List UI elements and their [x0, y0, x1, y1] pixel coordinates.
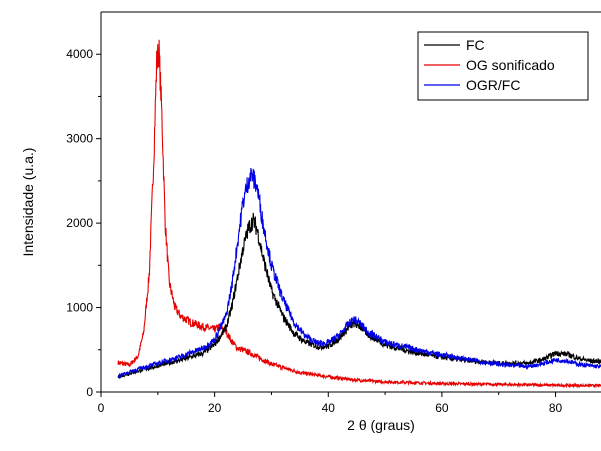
- legend: FC OG sonificado OGR/FC: [417, 31, 589, 101]
- legend-label-og-sonificado: OG sonificado: [466, 57, 555, 73]
- x-axis-title: 2 θ (graus): [347, 417, 415, 433]
- x-tick-label: 80: [549, 401, 563, 415]
- y-tick-label: 4000: [66, 47, 93, 61]
- series-line-ogr-fc: [117, 167, 601, 379]
- y-tick-label: 3000: [66, 132, 93, 146]
- series-layer: [117, 39, 601, 389]
- x-tick-label: 0: [98, 401, 105, 415]
- y-axis-title: Intensidade (u.a.): [20, 148, 36, 257]
- legend-box: [417, 31, 589, 101]
- x-tick-label: 40: [322, 401, 336, 415]
- x-tick-label: 60: [435, 401, 449, 415]
- y-tick-label: 1000: [66, 301, 93, 315]
- ticks: 0 20 40 60 80 0 1000 2000 3000 4000: [66, 47, 562, 415]
- legend-label-fc: FC: [466, 37, 485, 53]
- series-line-og-sonificado: [117, 39, 601, 389]
- axes: [100, 11, 601, 393]
- legend-label-ogr-fc: OGR/FC: [466, 77, 520, 93]
- y-tick-label: 0: [86, 385, 93, 399]
- y-tick-label: 2000: [66, 216, 93, 230]
- x-tick-label: 20: [208, 401, 222, 415]
